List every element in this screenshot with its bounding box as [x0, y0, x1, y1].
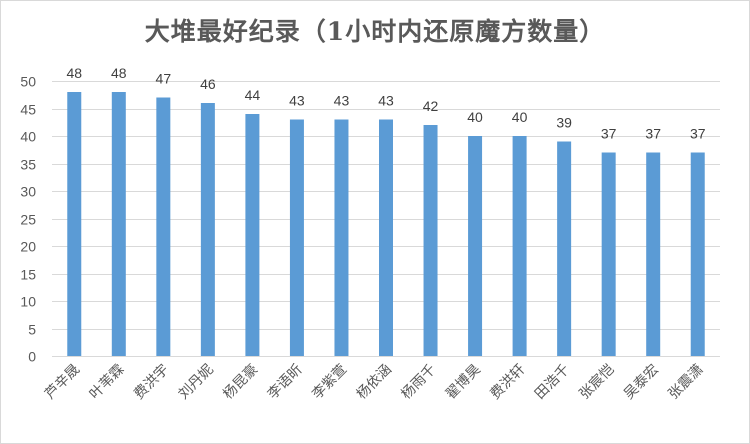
data-label: 43: [289, 93, 305, 109]
y-tick-label: 15: [20, 267, 36, 283]
y-tick-label: 25: [20, 212, 36, 228]
data-label: 43: [378, 93, 394, 109]
category-label: 李紫萱: [309, 362, 350, 403]
bars: [67, 92, 705, 356]
data-label: 44: [245, 87, 261, 103]
y-tick-label: 40: [20, 129, 36, 145]
y-tick-label: 10: [20, 294, 36, 310]
category-label: 杨依涵: [354, 362, 395, 403]
y-tick-label: 50: [20, 74, 36, 90]
bar: [67, 92, 82, 356]
chart-title: 大堆最好纪录（1小时内还原魔方数量）: [144, 17, 606, 46]
bar: [289, 119, 304, 356]
category-label: 刘丹妮: [176, 362, 217, 403]
category-label: 张宸恺: [576, 361, 618, 403]
category-label: 叶苇霖: [87, 362, 128, 403]
category-label: 杨昆豪: [220, 362, 261, 403]
data-label: 40: [512, 109, 528, 125]
bar: [512, 136, 527, 356]
bar: [156, 97, 171, 356]
y-tick-label: 20: [20, 239, 36, 255]
bar: [601, 152, 616, 356]
data-label: 47: [156, 71, 172, 87]
x-axis-category-labels: 芦辛晟 叶苇霖 费洪宇 刘丹妮 杨昆豪 李语昕 李紫萱 杨依涵 杨雨千 翟博昊 费洪轩 田浩千 张宸恺吴…: [42, 361, 706, 403]
category-label: 吴泰宏: [621, 362, 662, 403]
bar: [557, 141, 572, 356]
data-label: 48: [111, 65, 127, 81]
bar: [245, 114, 260, 356]
bar: [646, 152, 661, 356]
data-label: 39: [556, 115, 572, 131]
data-label: 43: [334, 93, 350, 109]
y-tick-label: 45: [20, 102, 36, 118]
category-label: 费洪宇: [131, 362, 172, 403]
category-label: 田浩千: [532, 362, 573, 403]
y-tick-label: 5: [28, 322, 36, 338]
bar: [690, 152, 705, 356]
data-label: 37: [690, 126, 706, 142]
y-axis-tick-labels: 0 5 10 15 20 25 30 35 40 45 50: [20, 74, 36, 365]
category-label: 李语昕: [265, 362, 306, 403]
bar: [423, 125, 438, 356]
category-label: 费洪轩: [487, 362, 528, 403]
bar: [111, 92, 126, 356]
y-tick-label: 0: [28, 349, 36, 365]
data-label: 37: [645, 126, 661, 142]
category-label: 翟博昊: [442, 361, 484, 403]
category-label: 芦辛晟: [42, 362, 83, 403]
data-labels: 48 48 47 46 44 43 43 43 42 40 40 39 37 37 37: [66, 65, 705, 142]
bar: [379, 119, 393, 356]
data-label: 40: [467, 109, 483, 125]
category-label: 张震潇: [666, 362, 707, 403]
bar: [468, 136, 483, 356]
data-label: 42: [423, 98, 439, 114]
y-tick-label: 30: [20, 184, 36, 200]
y-tick-label: 35: [20, 157, 36, 173]
data-label: 48: [66, 65, 82, 81]
data-label: 37: [601, 126, 617, 142]
bar: [200, 103, 215, 356]
data-label: 46: [200, 76, 216, 92]
category-label: 杨雨千: [398, 362, 439, 403]
bar: [334, 119, 349, 356]
